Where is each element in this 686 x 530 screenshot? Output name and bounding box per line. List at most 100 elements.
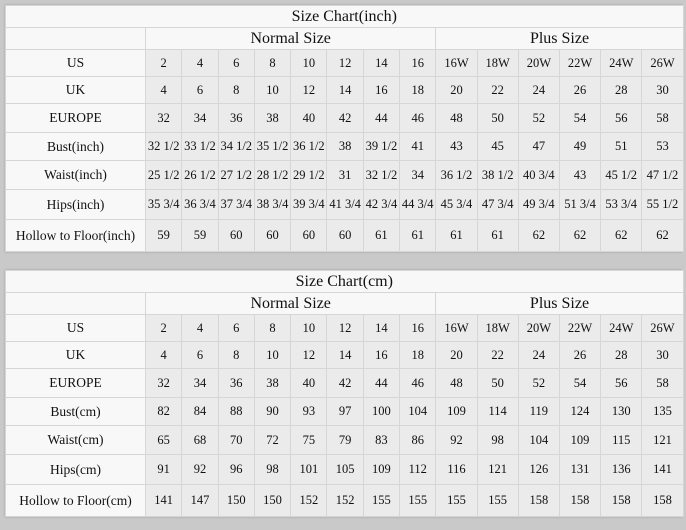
size-value-cell: 44 3/4 — [399, 189, 437, 220]
size-value-cell: 10 — [253, 76, 292, 104]
table-row: EUROPE 32 34 36 38 40 42 44 46 48 50 52 54 56 58 — [5, 103, 684, 133]
size-value-cell: 51 — [600, 132, 643, 161]
size-value-cell: 119 — [517, 397, 560, 426]
size-value-cell: 44 — [362, 368, 401, 398]
size-value-cell: 60 — [253, 219, 292, 252]
size-value-cell: 22W — [558, 49, 602, 77]
size-value-cell: 4 — [144, 76, 183, 104]
size-value-cell: 32 — [144, 368, 183, 398]
size-value-cell: 56 — [600, 368, 643, 398]
size-value-cell: 18 — [399, 341, 437, 369]
size-value-cell: 61 — [399, 219, 437, 252]
table-row: Hollow to Floor(inch) 59 59 60 60 60 60 61 61 61 6… — [5, 219, 684, 252]
size-value-cell: 41 3/4 — [326, 189, 364, 220]
size-value-cell: 100 — [362, 397, 401, 426]
size-value-cell: 82 — [144, 397, 183, 426]
table-row: Waist(inch) 25 1/2 26 1/2 27 1/2 28 1/2 29 1/… — [5, 160, 684, 190]
size-value-cell: 155 — [435, 484, 478, 517]
size-value-cell: 10 — [290, 49, 328, 77]
size-value-cell: 109 — [558, 425, 602, 455]
size-value-cell: 36 — [217, 103, 255, 133]
size-value-cell: 16 — [362, 76, 401, 104]
size-value-cell: 97 — [326, 397, 364, 426]
size-value-cell: 32 1/2 — [144, 132, 183, 161]
size-value-cell: 16 — [399, 49, 437, 77]
size-value-cell: 6 — [217, 49, 255, 77]
size-value-cell: 28 1/2 — [253, 160, 292, 190]
size-value-cell: 33 1/2 — [181, 132, 219, 161]
size-value-cell: 43 — [558, 160, 602, 190]
size-value-cell: 12 — [290, 341, 328, 369]
size-value-cell: 49 3/4 — [517, 189, 560, 220]
size-value-cell: 56 — [600, 103, 643, 133]
size-value-cell: 51 3/4 — [558, 189, 602, 220]
size-value-cell: 158 — [517, 484, 560, 517]
size-value-cell: 65 — [144, 425, 183, 455]
table-row: Hollow to Floor(cm) 141 147 150 150 152 152 155… — [5, 484, 684, 517]
size-value-cell: 20 — [435, 76, 478, 104]
size-value-cell: 109 — [435, 397, 478, 426]
size-value-cell: 12 — [326, 314, 364, 342]
size-value-cell: 53 3/4 — [600, 189, 643, 220]
size-value-cell: 115 — [600, 425, 643, 455]
size-value-cell: 28 — [600, 76, 643, 104]
table-row: US 2 4 6 8 10 12 14 16 16W 18W 20W 22W 24W 26W — [5, 314, 684, 342]
size-value-cell: 39 1/2 — [362, 132, 401, 161]
size-value-cell: 14 — [326, 341, 364, 369]
size-value-cell: 10 — [290, 314, 328, 342]
size-value-cell: 46 — [399, 103, 437, 133]
row-label: Hollow to Floor(inch) — [5, 219, 146, 252]
size-value-cell: 98 — [476, 425, 519, 455]
size-value-cell: 26 1/2 — [181, 160, 219, 190]
size-value-cell: 61 — [435, 219, 478, 252]
size-value-cell: 42 — [326, 103, 364, 133]
size-value-cell: 10 — [253, 341, 292, 369]
size-value-cell: 141 — [641, 454, 684, 485]
size-value-cell: 2 — [144, 49, 183, 77]
size-value-cell: 55 1/2 — [641, 189, 684, 220]
size-value-cell: 72 — [253, 425, 292, 455]
size-value-cell: 26 — [558, 341, 602, 369]
size-value-cell: 31 — [326, 160, 364, 190]
size-value-cell: 16W — [435, 314, 478, 342]
size-value-cell: 50 — [476, 368, 519, 398]
size-value-cell: 36 1/2 — [435, 160, 478, 190]
size-value-cell: 38 3/4 — [253, 189, 292, 220]
table-row: Bust(cm) 82 84 88 90 93 97 100 104 109 114 119 124 13… — [5, 397, 684, 426]
size-value-cell: 4 — [144, 341, 183, 369]
size-value-cell: 150 — [253, 484, 292, 517]
row-label: US — [5, 314, 146, 342]
size-value-cell: 158 — [558, 484, 602, 517]
size-value-cell: 54 — [558, 368, 602, 398]
size-value-cell: 158 — [600, 484, 643, 517]
table-row: Waist(cm) 65 68 70 72 75 79 83 86 92 98 104 109 115 12… — [5, 425, 684, 455]
group-header: Plus Size — [435, 292, 684, 315]
size-value-cell: 59 — [181, 219, 219, 252]
size-value-cell: 54 — [558, 103, 602, 133]
size-value-cell: 61 — [476, 219, 519, 252]
size-value-cell: 121 — [641, 425, 684, 455]
size-value-cell: 27 1/2 — [217, 160, 255, 190]
size-value-cell: 2 — [144, 314, 183, 342]
size-value-cell: 38 — [253, 368, 292, 398]
size-value-cell: 62 — [517, 219, 560, 252]
row-label: Bust(inch) — [5, 132, 146, 161]
size-value-cell: 36 1/2 — [290, 132, 328, 161]
size-value-cell: 39 3/4 — [290, 189, 328, 220]
size-value-cell: 8 — [217, 341, 255, 369]
size-value-cell: 26W — [641, 314, 684, 342]
size-value-cell: 75 — [290, 425, 328, 455]
size-value-cell: 24 — [517, 76, 560, 104]
size-value-cell: 158 — [641, 484, 684, 517]
size-value-cell: 24 — [517, 341, 560, 369]
size-value-cell: 62 — [558, 219, 602, 252]
row-label: EUROPE — [5, 368, 146, 398]
size-value-cell: 12 — [290, 76, 328, 104]
row-label: UK — [5, 76, 146, 104]
size-value-cell: 25 1/2 — [144, 160, 183, 190]
size-value-cell: 16W — [435, 49, 478, 77]
size-value-cell: 18W — [476, 314, 519, 342]
size-value-cell: 38 — [326, 132, 364, 161]
size-value-cell: 8 — [253, 314, 292, 342]
size-value-cell: 62 — [600, 219, 643, 252]
